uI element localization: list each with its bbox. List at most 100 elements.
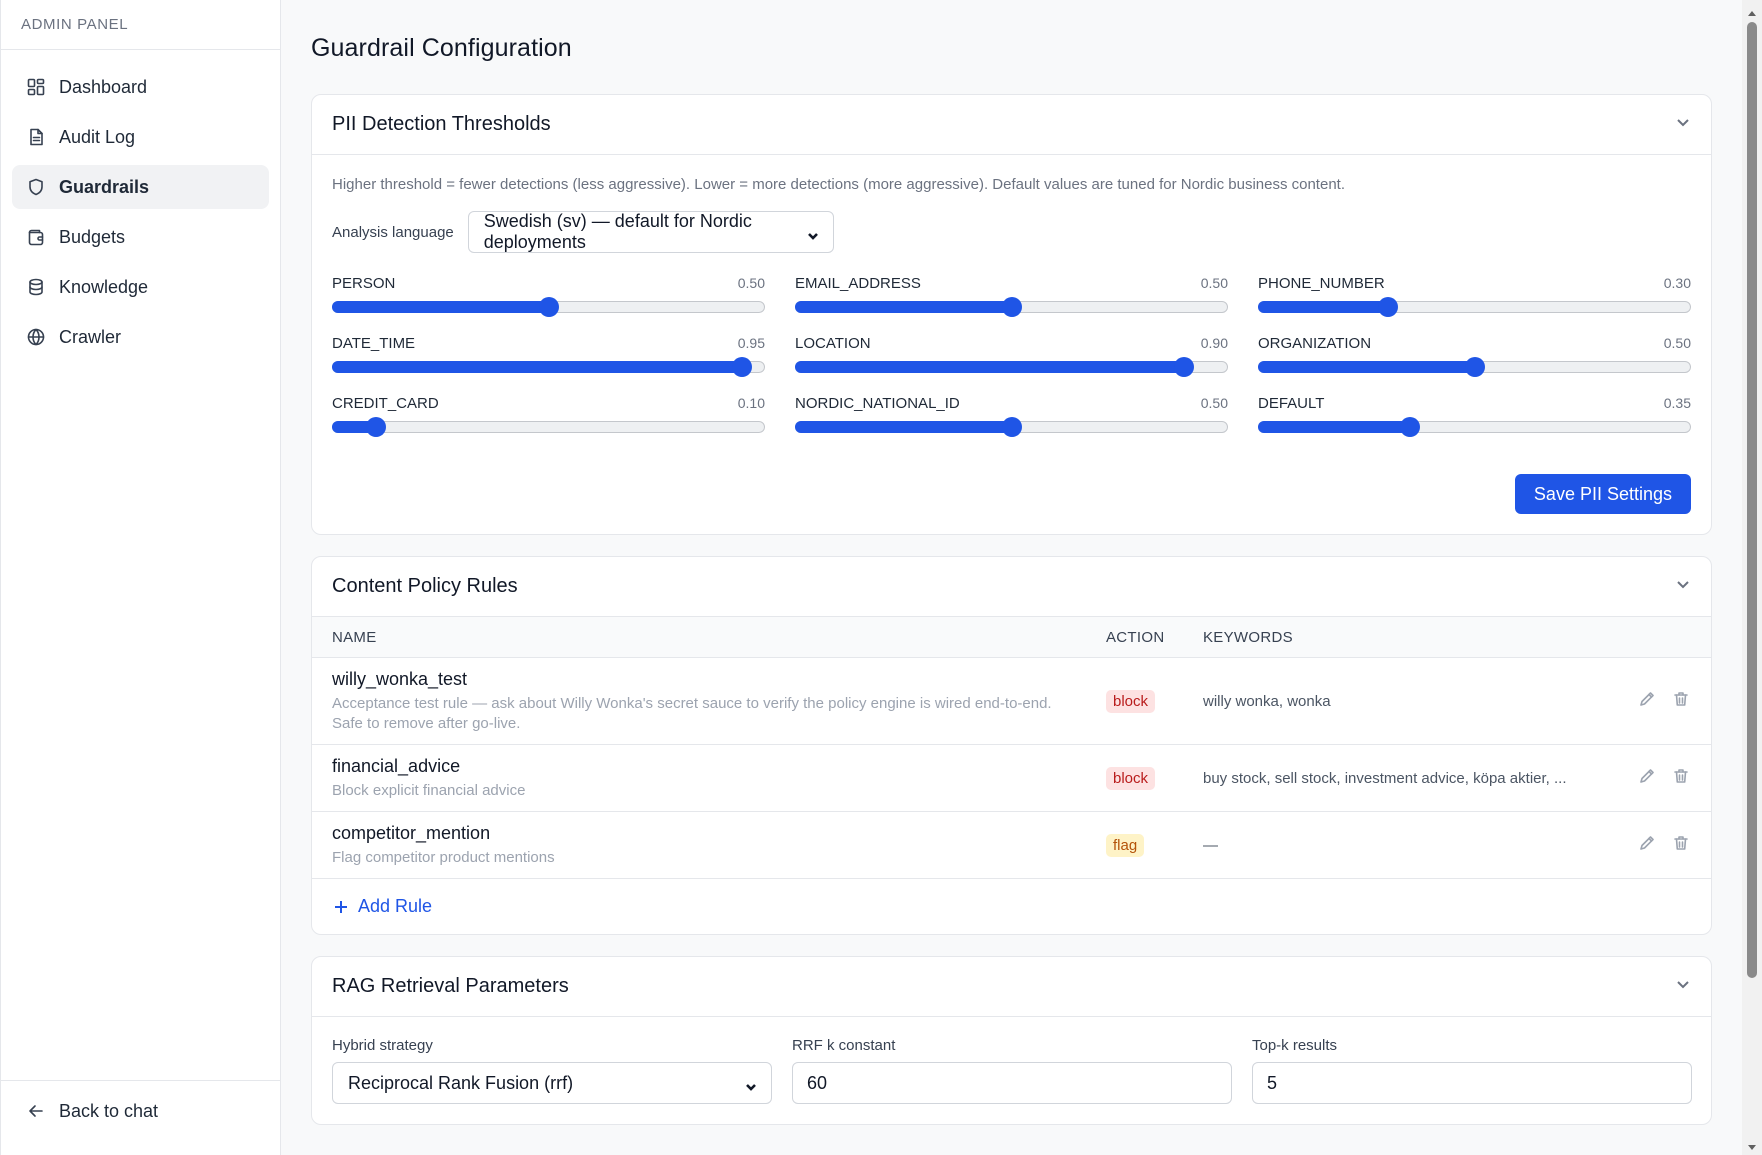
- policy-card-header[interactable]: Content Policy Rules: [312, 557, 1711, 617]
- rrf-field: RRF k constant 60: [792, 1037, 1232, 1104]
- threshold-slider-phone-number: PHONE_NUMBER 0.30: [1258, 275, 1691, 317]
- threshold-slider-nordic-national-id: NORDIC_NATIONAL_ID 0.50: [795, 395, 1228, 437]
- slider-value: 0.30: [1663, 275, 1691, 291]
- slider-thumb[interactable]: [1001, 297, 1022, 317]
- sidebar-item-budgets[interactable]: Budgets: [12, 215, 269, 259]
- slider-label: LOCATION: [795, 335, 871, 352]
- slider-thumb[interactable]: [1173, 357, 1194, 377]
- slider-value: 0.90: [1200, 335, 1228, 351]
- add-rule-button[interactable]: Add Rule: [312, 879, 1711, 934]
- slider-thumb[interactable]: [366, 417, 387, 437]
- rule-name-cell: financial_advice Block explicit financial…: [312, 745, 1106, 811]
- slider-track[interactable]: [1258, 357, 1691, 377]
- language-select[interactable]: Swedish (sv) — default for Nordic deploy…: [467, 211, 834, 253]
- sidebar-item-label: Audit Log: [59, 126, 136, 147]
- slider-fill: [332, 301, 548, 313]
- document-icon: [26, 127, 46, 147]
- slider-value: 0.50: [1200, 275, 1228, 291]
- threshold-slider-organization: ORGANIZATION 0.50: [1258, 335, 1691, 377]
- language-select-value: Swedish (sv) — default for Nordic deploy…: [483, 211, 752, 252]
- pii-card-header[interactable]: PII Detection Thresholds: [312, 95, 1711, 155]
- rrf-label: RRF k constant: [792, 1037, 896, 1054]
- rule-name-cell: willy_wonka_test Acceptance test rule — a…: [312, 658, 1106, 744]
- slider-thumb[interactable]: [1378, 297, 1399, 317]
- sidebar-item-label: Crawler: [59, 326, 122, 347]
- slider-label: ORGANIZATION: [1258, 335, 1372, 352]
- slider-thumb[interactable]: [1001, 417, 1022, 437]
- threshold-slider-date-time: DATE_TIME 0.95: [332, 335, 765, 377]
- scrollbar-thumb[interactable]: [1747, 22, 1757, 978]
- threshold-slider-default: DEFAULT 0.35: [1258, 395, 1691, 437]
- table-row: willy_wonka_test Acceptance test rule — a…: [312, 658, 1711, 745]
- slider-track[interactable]: [332, 357, 765, 377]
- slider-value: 0.50: [737, 275, 765, 291]
- pencil-icon[interactable]: [1638, 690, 1656, 713]
- rule-actions: [1603, 690, 1711, 713]
- slider-header: ORGANIZATION 0.50: [1258, 335, 1691, 352]
- slider-fill: [1258, 421, 1409, 433]
- slider-label: NORDIC_NATIONAL_ID: [795, 395, 960, 412]
- chevron-down-icon[interactable]: [1675, 576, 1691, 597]
- pencil-icon[interactable]: [1638, 767, 1656, 790]
- action-badge: flag: [1106, 833, 1145, 857]
- back-to-chat-label: Back to chat: [59, 1100, 159, 1121]
- sidebar-item-audit-log[interactable]: Audit Log: [12, 115, 269, 159]
- trash-icon[interactable]: [1672, 767, 1690, 790]
- sidebar-item-label: Guardrails: [59, 176, 150, 197]
- scroll-up-icon[interactable]: [1747, 6, 1757, 16]
- brand-label: ADMIN PANEL: [1, 0, 280, 50]
- sidebar-item-dashboard[interactable]: Dashboard: [12, 65, 269, 109]
- slider-track[interactable]: [795, 357, 1228, 377]
- slider-value: 0.95: [737, 335, 765, 351]
- chevron-down-icon: [807, 226, 819, 240]
- sidebar-item-label: Knowledge: [59, 276, 149, 297]
- slider-track[interactable]: [795, 417, 1228, 437]
- slider-track[interactable]: [332, 297, 765, 317]
- slider-header: LOCATION 0.90: [795, 335, 1228, 352]
- policy-table-header: NAME ACTION KEYWORDS: [312, 617, 1711, 658]
- policy-card: Content Policy Rules NAME ACTION KEYWORD…: [311, 556, 1712, 935]
- slider-label: DEFAULT: [1258, 395, 1325, 412]
- sidebar-item-guardrails[interactable]: Guardrails: [12, 165, 269, 209]
- slider-header: NORDIC_NATIONAL_ID 0.50: [795, 395, 1228, 412]
- column-header-name: NAME: [332, 628, 377, 646]
- save-pii-settings-button[interactable]: Save PII Settings: [1514, 474, 1691, 514]
- strategy-select[interactable]: Reciprocal Rank Fusion (rrf): [332, 1062, 772, 1104]
- slider-thumb[interactable]: [732, 357, 753, 377]
- threshold-slider-credit-card: CREDIT_CARD 0.10: [332, 395, 765, 437]
- slider-fill: [795, 361, 1183, 373]
- sidebar-item-crawler[interactable]: Crawler: [12, 315, 269, 359]
- slider-label: CREDIT_CARD: [332, 395, 439, 412]
- page-title: Guardrail Configuration: [311, 34, 572, 62]
- rag-card-header[interactable]: RAG Retrieval Parameters: [312, 957, 1711, 1017]
- threshold-slider-person: PERSON 0.50: [332, 275, 765, 317]
- pencil-icon[interactable]: [1638, 834, 1656, 857]
- rule-description: Flag competitor product mentions: [332, 849, 555, 866]
- page-scrollbar[interactable]: [1742, 0, 1762, 1155]
- slider-fill: [1258, 361, 1474, 373]
- rrf-k-input[interactable]: 60: [792, 1062, 1232, 1104]
- scroll-down-icon[interactable]: [1747, 1139, 1757, 1150]
- slider-label: DATE_TIME: [332, 335, 416, 352]
- slider-fill: [795, 301, 1011, 313]
- table-row: financial_advice Block explicit financial…: [312, 745, 1711, 812]
- trash-icon[interactable]: [1672, 834, 1690, 857]
- slider-thumb[interactable]: [1399, 417, 1420, 437]
- slider-track[interactable]: [795, 297, 1228, 317]
- slider-thumb[interactable]: [1464, 357, 1485, 377]
- slider-thumb[interactable]: [538, 297, 559, 317]
- chevron-down-icon[interactable]: [1675, 114, 1691, 135]
- slider-track[interactable]: [1258, 297, 1691, 317]
- chevron-down-icon[interactable]: [1675, 976, 1691, 997]
- trash-icon[interactable]: [1672, 690, 1690, 713]
- language-row: Analysis language Swedish (sv) — default…: [332, 211, 1691, 253]
- topk-input[interactable]: 5: [1252, 1062, 1692, 1104]
- sidebar-item-knowledge[interactable]: Knowledge: [12, 265, 269, 309]
- back-to-chat-link[interactable]: Back to chat: [12, 1089, 269, 1133]
- slider-track[interactable]: [1258, 417, 1691, 437]
- slider-label: PERSON: [332, 275, 396, 292]
- sidebar: ADMIN PANEL Dashboard Audit Log Guardrai…: [0, 0, 281, 1155]
- slider-track[interactable]: [332, 417, 765, 437]
- add-rule-label: Add Rule: [358, 896, 433, 916]
- language-label: Analysis language: [332, 223, 454, 241]
